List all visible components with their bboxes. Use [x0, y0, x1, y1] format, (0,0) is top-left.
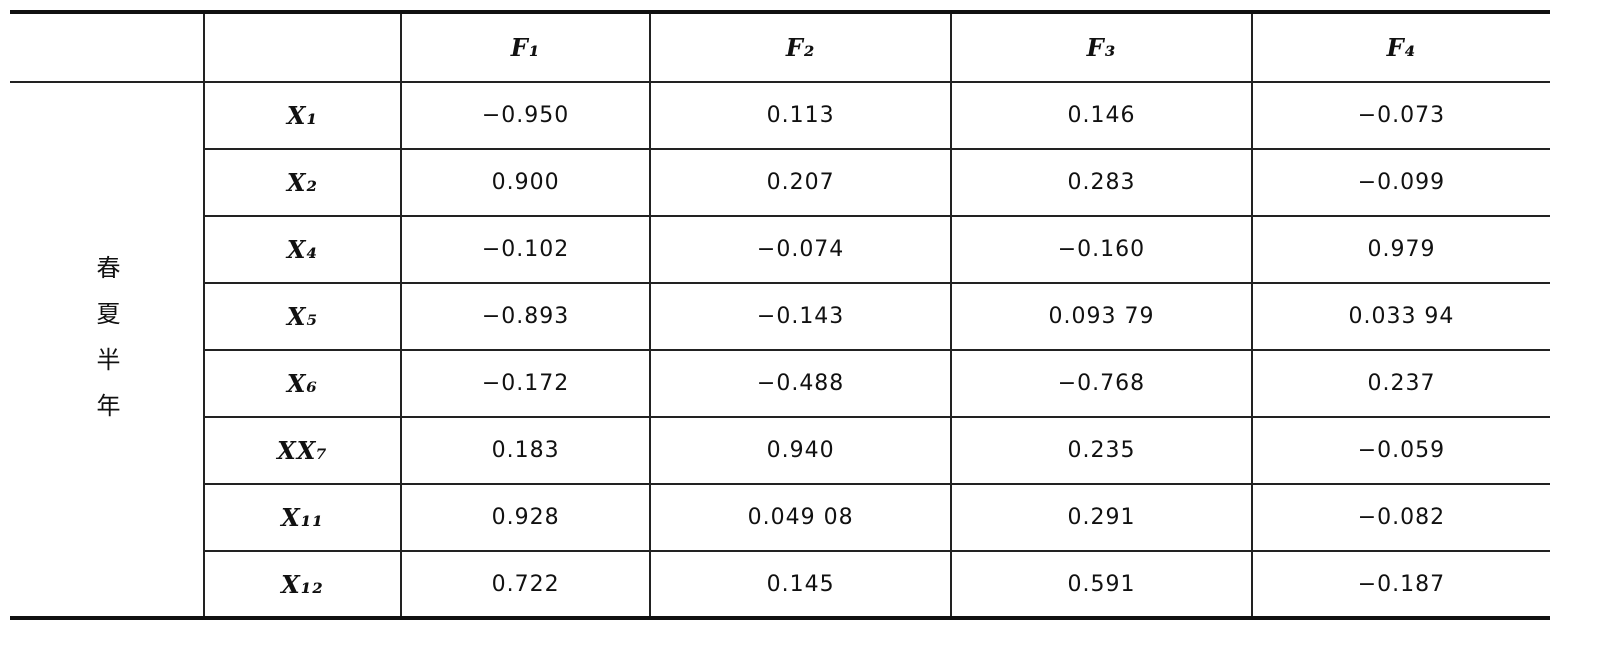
table-row: X₁₁ 0.928 0.049 08 0.291 −0.082 — [10, 483, 1550, 552]
column-header: F₄ — [1250, 10, 1550, 83]
cell-value: 0.237 — [1250, 349, 1550, 418]
table-row: X₅ −0.893 −0.143 0.093 79 0.033 94 — [10, 282, 1550, 351]
header-row: F₁ F₂ F₃ F₄ — [10, 10, 1550, 83]
row-variable: X₁₁ — [204, 483, 402, 552]
cell-value: 0.235 — [950, 416, 1253, 485]
cell-value: −0.187 — [1250, 550, 1550, 620]
cell-value: −0.143 — [649, 282, 953, 351]
row-variable: X₆ — [204, 349, 402, 418]
cell-value: 0.049 08 — [649, 483, 953, 552]
cell-value: −0.768 — [950, 349, 1253, 418]
cell-value: 0.291 — [950, 483, 1253, 552]
cell-value: 0.722 — [399, 550, 652, 620]
cell-value: 0.033 94 — [1250, 282, 1550, 351]
table-row: 春夏半年 X₁ −0.950 0.113 0.146 −0.073 — [10, 81, 1550, 620]
row-variable: X₄ — [204, 215, 402, 284]
empty-cell — [203, 10, 402, 83]
column-header: F₂ — [649, 10, 953, 83]
cell-value: −0.059 — [1250, 416, 1550, 485]
row-variable: XX₇ — [204, 416, 402, 485]
row-variable: X₅ — [204, 282, 402, 351]
cell-value: 0.283 — [950, 148, 1253, 217]
table-row: XX₇ 0.183 0.940 0.235 −0.059 — [10, 416, 1550, 485]
cell-value: 0.183 — [399, 416, 652, 485]
cell-value: −0.893 — [399, 282, 652, 351]
table-row: X₁₂ 0.722 0.145 0.591 −0.187 — [10, 550, 1550, 620]
cell-value: 0.940 — [649, 416, 953, 485]
group-label: 春夏半年 — [10, 81, 205, 620]
cell-value: 0.145 — [649, 550, 953, 620]
cell-value: 0.591 — [950, 550, 1253, 620]
table-body: F₁ F₂ F₃ F₄ 春夏半年 X₁ −0.950 0.113 0.146 −0.073 X₂ 0… — [10, 10, 1550, 620]
group-text: 春夏半年 — [92, 254, 120, 439]
cell-value: 0.093 79 — [950, 282, 1253, 351]
cell-value: −0.073 — [1250, 81, 1550, 150]
cell-value: 0.146 — [950, 81, 1253, 150]
cell-value: −0.488 — [649, 349, 953, 418]
column-header: F₁ — [399, 10, 652, 83]
column-header: F₃ — [950, 10, 1253, 83]
cell-value: 0.979 — [1250, 215, 1550, 284]
data-table: F₁ F₂ F₃ F₄ 春夏半年 X₁ −0.950 0.113 0.146 −0.073 X₂ 0… — [10, 10, 1550, 620]
cell-value: −0.082 — [1250, 483, 1550, 552]
row-variable: X₁ — [203, 81, 402, 150]
cell-value: −0.160 — [950, 215, 1253, 284]
empty-cell — [10, 10, 205, 83]
cell-value: −0.074 — [649, 215, 953, 284]
row-variable: X₁₂ — [204, 550, 402, 620]
table-row: X₄ −0.102 −0.074 −0.160 0.979 — [10, 215, 1550, 284]
cell-value: −0.102 — [399, 215, 652, 284]
cell-value: −0.099 — [1250, 148, 1550, 217]
cell-value: 0.113 — [649, 81, 953, 150]
table-row: X₆ −0.172 −0.488 −0.768 0.237 — [10, 349, 1550, 418]
cell-value: −0.950 — [399, 81, 652, 150]
cell-value: 0.900 — [399, 148, 652, 217]
cell-value: 0.207 — [649, 148, 953, 217]
row-variable: X₂ — [204, 148, 402, 217]
cell-value: 0.928 — [399, 483, 652, 552]
table-row: X₂ 0.900 0.207 0.283 −0.099 — [10, 148, 1550, 217]
cell-value: −0.172 — [399, 349, 652, 418]
